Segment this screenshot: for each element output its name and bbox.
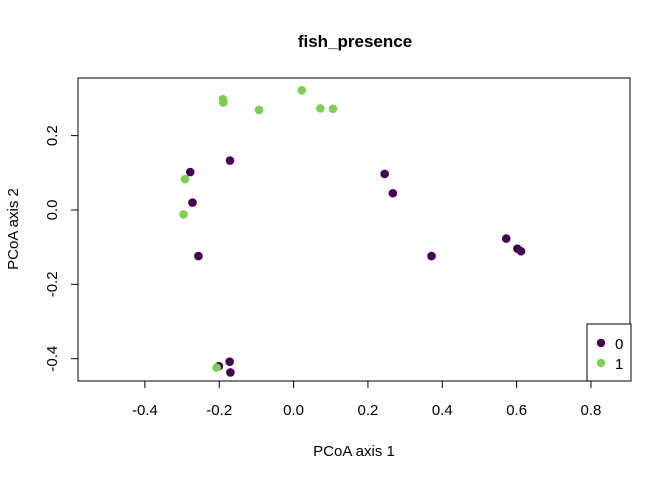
x-tick-label: -0.2 [206, 402, 232, 419]
x-axis-ticks: -0.4 -0.2 0.0 0.2 0.4 0.6 0.8 [132, 381, 601, 419]
y-tick-label: 0.0 [44, 200, 61, 221]
data-point-series-0 [501, 234, 511, 243]
legend-marker-0 [596, 338, 606, 348]
x-tick-label: 0.6 [506, 402, 527, 419]
data-point-series-1 [212, 363, 221, 372]
data-point-series-0 [516, 246, 526, 256]
chart-title: fish_presence [298, 32, 412, 51]
x-tick-label: 0.0 [283, 402, 304, 419]
x-tick-label: 0.8 [581, 402, 602, 419]
x-tick-label: 0.4 [432, 402, 453, 419]
data-point-series-0 [380, 169, 389, 179]
data-point-series-0 [226, 368, 235, 377]
x-axis-label: PCoA axis 1 [313, 443, 395, 460]
data-point-series-0 [388, 188, 398, 198]
data-point-series-0 [427, 251, 436, 261]
x-tick-label: 0.2 [358, 402, 379, 419]
legend: 0 1 [586, 323, 632, 382]
y-axis-ticks: -0.4 -0.2 0.0 0.2 [44, 125, 78, 372]
legend-label-0: 0 [615, 336, 623, 353]
y-axis-label: PCoA axis 2 [5, 188, 22, 270]
data-point-series-1 [316, 104, 325, 113]
data-point-series-0 [188, 198, 197, 207]
legend-box [586, 323, 632, 382]
y-tick-label: -0.4 [44, 346, 61, 372]
data-point-series-1 [179, 210, 188, 219]
data-point-series-0 [185, 167, 195, 177]
data-points [179, 85, 526, 377]
data-point-series-1 [297, 85, 307, 95]
plot-frame [77, 77, 631, 382]
y-tick-label: -0.2 [44, 271, 61, 297]
legend-label-1: 1 [615, 356, 623, 373]
data-point-series-0 [225, 357, 234, 366]
data-point-series-1 [254, 105, 264, 115]
data-point-series-1 [180, 174, 190, 184]
data-point-series-0 [194, 251, 203, 261]
y-tick-label: 0.2 [44, 125, 61, 146]
data-point-series-1 [219, 98, 228, 107]
legend-marker-1 [596, 358, 606, 368]
x-tick-label: -0.4 [132, 402, 158, 419]
data-point-series-1 [328, 104, 338, 114]
data-point-series-0 [225, 156, 235, 165]
